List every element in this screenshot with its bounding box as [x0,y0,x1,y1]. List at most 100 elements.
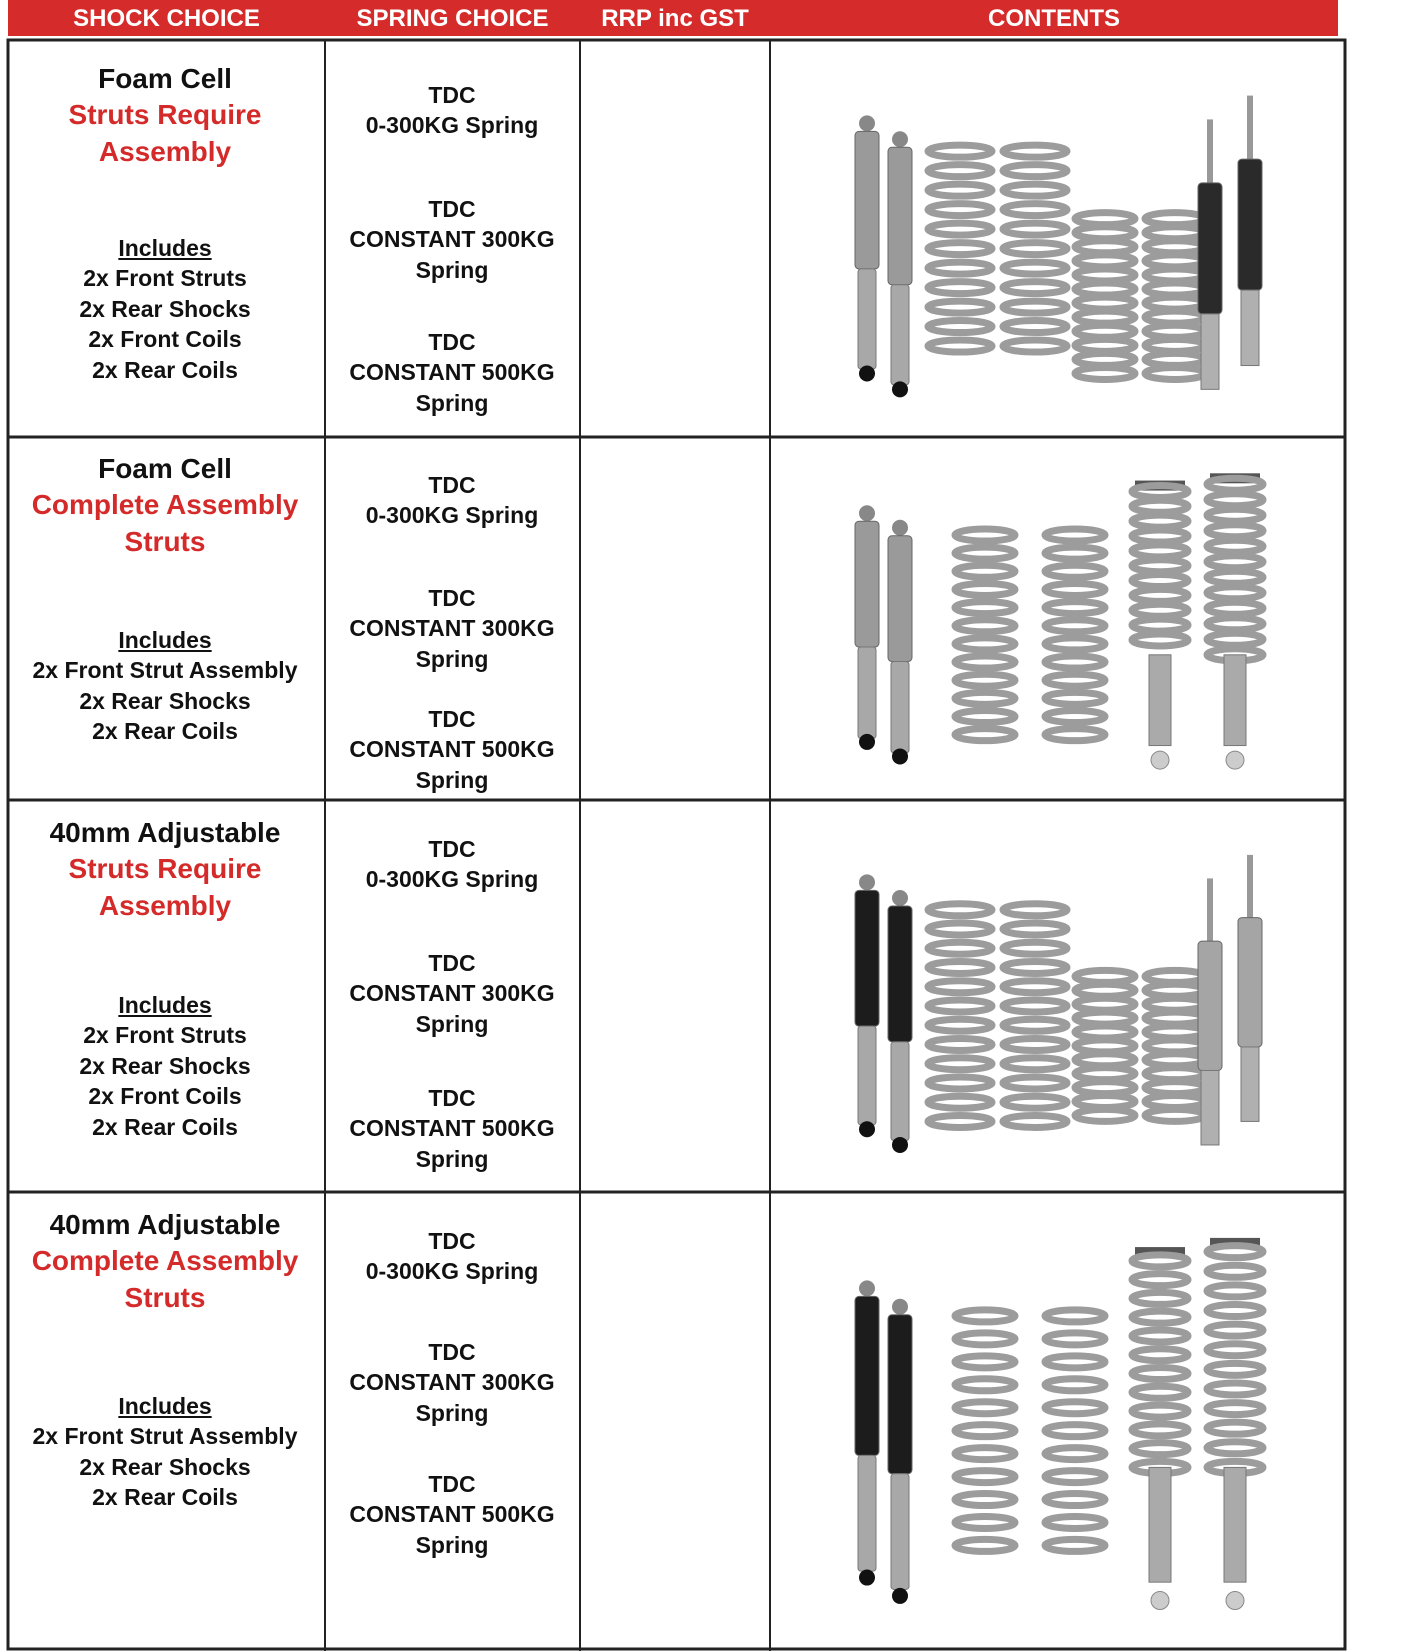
coil-turn [1071,265,1139,285]
coil-turn [1128,1364,1192,1384]
coil-turn [1071,966,1139,986]
coil-turn [1071,349,1139,369]
coil-turn [924,1073,996,1093]
spring-choice: TDC [428,584,476,611]
coil-turn [1041,616,1109,636]
shock-body [887,905,913,1043]
spring-choice: TDC [428,949,476,976]
coil-turn [999,278,1071,298]
includes-item: 2x Front Coils [88,1083,242,1110]
coil-turn [999,977,1071,997]
coil-turn [1203,490,1267,510]
strut-body [1148,1466,1172,1583]
coil-turn [999,1015,1071,1035]
spring-choice: TDC [428,1470,476,1497]
spring-choice: CONSTANT 500KG [349,359,555,386]
coil-turn [1071,1008,1139,1028]
coil-turn [1128,571,1192,591]
coil-turn [1128,1270,1192,1290]
coil-turn [1041,670,1109,690]
includes-item: 2x Front Coils [88,326,242,353]
coil-turn [1041,1490,1109,1510]
strut-body [1197,940,1223,1071]
shock-eye [859,1569,875,1586]
includes-title: Includes [118,1392,212,1419]
coil-turn [951,1444,1019,1464]
shock-type: Assembly [98,889,232,921]
includes-title: Includes [118,234,212,261]
coil-turn [1128,1345,1192,1365]
coil-turn [1071,1091,1139,1111]
coil-turn [924,297,996,317]
coil-turn [1041,598,1109,618]
spring-choice: TDC [428,1227,476,1254]
coil-turn [999,239,1071,259]
coil-turn [1128,511,1192,531]
coil-turn [924,180,996,200]
strut-rod [1207,119,1213,191]
strut-body [1237,917,1263,1048]
coil-turn [1203,629,1267,649]
coil-turn [1141,237,1209,257]
shock-eye [892,131,908,148]
strut-rod [1247,854,1253,926]
coil-turn [1203,614,1267,634]
spring-choice: Spring [415,1531,489,1558]
shock-lower [857,268,877,370]
spring-choice: CONSTANT 500KG [349,736,555,763]
coil-turn [1071,1036,1139,1056]
shock-body [887,535,913,663]
coil-turn [1041,1421,1109,1441]
spring-choice: TDC [428,835,476,862]
spring-choice: Spring [415,389,489,416]
column-header: SHOCK CHOICE [73,5,260,32]
coil-turn [1071,994,1139,1014]
coil-turn [1203,536,1267,556]
coil-turn [924,1015,996,1035]
coil-turn [951,1535,1019,1555]
coil-turn [1141,349,1209,369]
coil-turn [999,1092,1071,1112]
spring-choice: 0-300KG Spring [365,1258,539,1285]
spring-choice: TDC [428,1084,476,1111]
column-header: CONTENTS [988,5,1120,32]
coil-turn [1128,556,1192,576]
coil-turn [1203,521,1267,541]
spring-choice: CONSTANT 300KG [349,1369,555,1396]
coil-turn [1071,321,1139,341]
coil-turn [951,634,1019,654]
coil-turn [999,141,1071,161]
coil-turn [1128,1420,1192,1440]
coil-turn [1141,321,1209,341]
coil-turn [1041,1352,1109,1372]
coil-turn [999,161,1071,181]
shock-eye [859,115,875,132]
coil-turn [1041,1444,1109,1464]
coil-turn [951,543,1019,563]
coil-turn [1128,1288,1192,1308]
coil-turn [999,200,1071,220]
coil-turn [1141,966,1209,986]
coil-turn [951,652,1019,672]
coil-turn [1141,1091,1209,1111]
coil-turn [1141,1008,1209,1028]
strut-body [1237,158,1263,291]
strut-eye [1225,1591,1245,1611]
coil-turn [1203,1399,1267,1419]
coil-turn [1041,725,1109,745]
coil-turn [1141,1050,1209,1070]
coil-turn [951,1490,1019,1510]
coil-turn [1071,237,1139,257]
coil-turn [1071,279,1139,299]
spring-choice: CONSTANT 300KG [349,980,555,1007]
shock-body [854,889,880,1027]
coil-turn [1041,1329,1109,1349]
shock-eye [892,748,908,765]
coil-turn [924,219,996,239]
coil-turn [999,258,1071,278]
shock-type: Struts Require [68,853,262,884]
coil-turn [951,1398,1019,1418]
shock-eye [859,1121,875,1138]
coil-turn [999,1054,1071,1074]
